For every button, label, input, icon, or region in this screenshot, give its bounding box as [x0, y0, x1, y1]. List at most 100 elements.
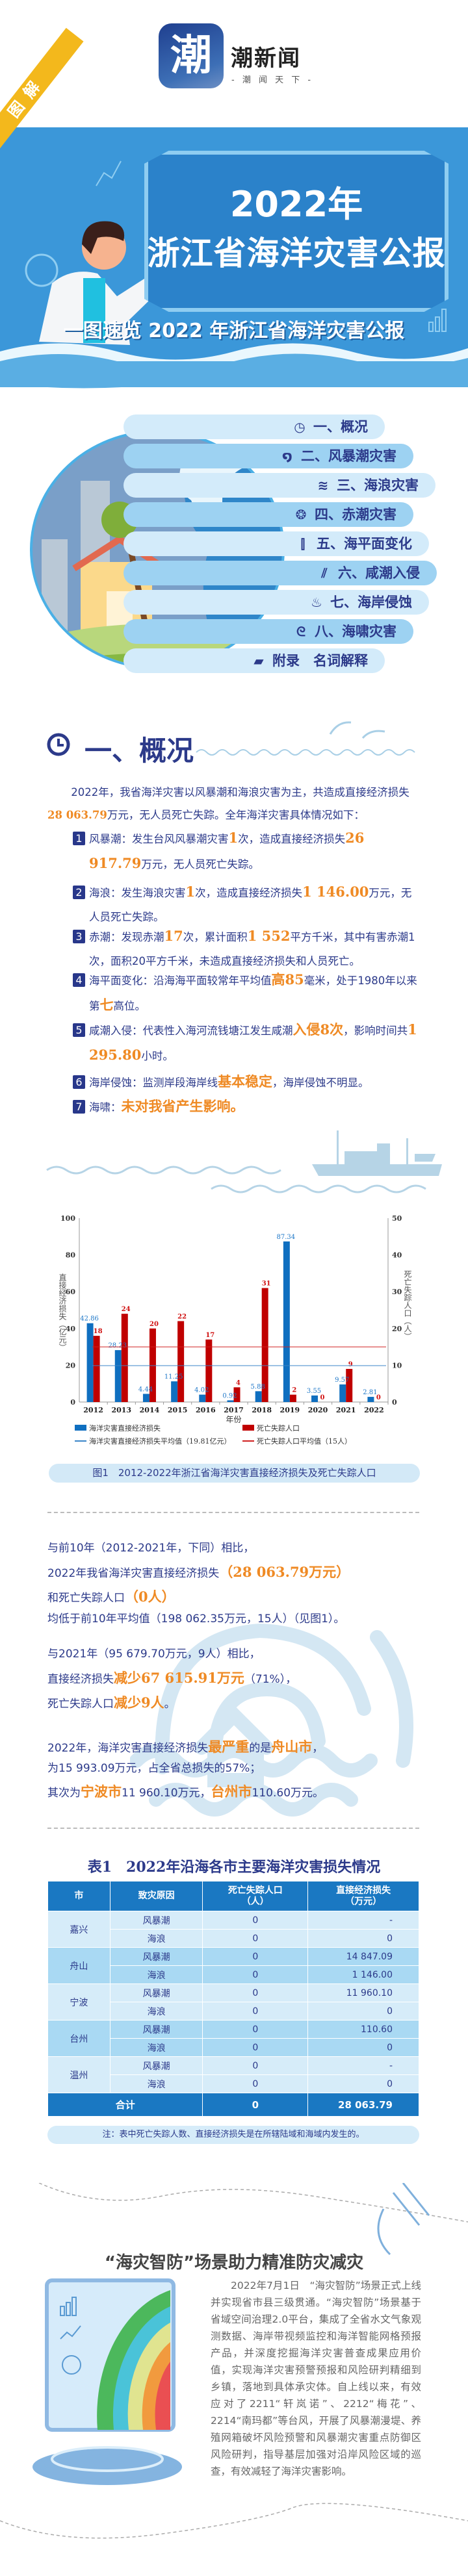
- cause-cell: 海浪: [109, 2002, 203, 2021]
- toc-item[interactable]: ▰ 附录 名词解释: [124, 648, 385, 673]
- overview-item: 5 咸潮入侵：代表性入海河流钱塘江发生咸潮入侵8次，影响时间共1 295.80小时…: [73, 1017, 421, 1068]
- comparison-line: 与2021年（95 679.70万元，9人）相比，: [47, 1644, 261, 1661]
- report-title-year: 2022年: [229, 184, 363, 225]
- loss-cell: 11 960.10: [307, 1983, 419, 2002]
- satellite-icon: [377, 2183, 430, 2256]
- toc-item[interactable]: ◷ 一、概况: [124, 414, 385, 439]
- text-segment: 海岸侵蚀：监测岸段海岸线: [89, 1077, 218, 1089]
- text-segment: 高位。: [113, 1000, 146, 1012]
- loss-cell: 0: [307, 2002, 419, 2021]
- highlight-text: 舟山市: [271, 1739, 313, 1755]
- highlight-text: 1: [185, 884, 196, 900]
- text-segment: 次，累计面积: [183, 931, 248, 943]
- toc-item-label: 四、赤潮灾害: [315, 507, 396, 522]
- legend-label: 死亡失踪人口平均值（15人）: [257, 1436, 352, 1446]
- text-segment: 万元，无人员死亡失踪。: [89, 887, 412, 923]
- comparison-line: 与前10年（2012-2021年，下同）相比，: [47, 1538, 254, 1555]
- overview-item: 2 海浪：发生海浪灾害1次，造成直接经济损失1 146.00万元，无人员死亡失踪。: [73, 880, 421, 929]
- loss-cell: -: [307, 1911, 419, 1930]
- y-axis-title: 直接经济损失（亿元）: [58, 1273, 67, 1351]
- toc-item-label: 二、风暴潮灾害: [301, 448, 396, 464]
- x-tick-label: 2015: [168, 1406, 188, 1414]
- toc-item[interactable]: ໑ 二、风暴潮灾害: [124, 444, 413, 468]
- deaths-bar: [93, 1336, 100, 1402]
- comparison-line: 和死亡失踪人口（0人）: [47, 1587, 176, 1606]
- overview-item: 6 海岸侵蚀：监测岸段海岸线基本稳定，海岸侵蚀不明显。: [73, 1069, 421, 1095]
- highlight-text: 17: [164, 928, 183, 944]
- deaths-data-label: 18: [94, 1328, 103, 1335]
- legend-swatch: [242, 1425, 254, 1431]
- loss-cell: 0: [307, 1929, 419, 1948]
- loss-cell: 0: [307, 2074, 419, 2093]
- y-tick-label: 0: [70, 1398, 75, 1407]
- city-cell: 台州: [47, 2020, 110, 2057]
- table-row: 宁波 风暴潮 0 11 960.10: [47, 1983, 419, 2021]
- deaths-data-label: 31: [262, 1281, 271, 1288]
- toc-item-label: 八、海啸灾害: [315, 624, 396, 639]
- text-segment: 。: [164, 1698, 176, 1711]
- comparison-line: 2022年我省海洋灾害直接经济损失（28 063.79万元）: [47, 1562, 350, 1581]
- text-segment: 万元，无人员死亡失踪。: [141, 858, 259, 871]
- text-segment: 与前10年（2012-2021年，下同）相比，: [47, 1542, 255, 1555]
- deaths-bar: [233, 1387, 240, 1402]
- deaths-data-label: 0: [320, 1394, 325, 1401]
- loss-cell: 1 146.00: [307, 1965, 419, 1984]
- item-number-badge: 7: [73, 1100, 85, 1114]
- y-tick-label: 80: [66, 1251, 76, 1260]
- highlight-text: 入侵8次: [292, 1021, 344, 1038]
- deaths-data-label: 9: [348, 1361, 353, 1368]
- toc-item[interactable]: ⫿ 五、海平面变化: [124, 531, 429, 556]
- highlight-text: 宁波市: [81, 1783, 122, 1800]
- city-cell: 宁波: [47, 1983, 110, 2021]
- clock-icon: [47, 733, 415, 756]
- text-segment: ，影响时间共: [343, 1025, 408, 1037]
- total-label: 合计: [47, 2093, 203, 2117]
- text-segment: 的是: [249, 1742, 272, 1755]
- overview-intro: 2022年，我省海洋灾害以风暴潮和海浪灾害为主，共造成直接经济损失 28 063.…: [47, 781, 421, 826]
- toc-item[interactable]: ≋ 三、海浪灾害: [124, 473, 436, 498]
- toc-item[interactable]: ⫽ 六、咸潮入侵: [124, 561, 437, 585]
- report-title: 浙江省海洋灾害公报: [147, 235, 446, 272]
- deaths-bar: [289, 1394, 296, 1402]
- saltwater-icon: ⫽: [321, 565, 328, 581]
- text-segment: 赤潮：发现赤潮: [89, 931, 164, 943]
- total-deaths: 0: [202, 2093, 309, 2117]
- dashboard-illustration: [32, 2278, 182, 2485]
- loss-bar: [311, 1395, 318, 1402]
- text-segment: 直接经济损失: [47, 1673, 114, 1686]
- feature-decoration: [0, 2183, 468, 2539]
- y-right-tick-label: 30: [392, 1288, 402, 1296]
- cause-cell: 海浪: [109, 1965, 203, 1984]
- deaths-data-label: 17: [205, 1332, 214, 1339]
- ruler-icon: ⫿: [300, 536, 306, 552]
- cause-cell: 风暴潮: [109, 2056, 203, 2075]
- disaster-watermark-icon: [130, 1623, 413, 1817]
- bar-chart-icon: [428, 309, 447, 332]
- toc-item[interactable]: ᘓ 八、海啸灾害: [124, 619, 413, 644]
- overview-item: 1 风暴潮：发生台风风暴潮灾害1次，造成直接经济损失26 917.79万元，无人员…: [73, 826, 421, 876]
- cause-cell: 海浪: [109, 2038, 203, 2057]
- toc-item[interactable]: ❂ 四、赤潮灾害: [124, 502, 413, 527]
- highlight-text: 26 917.79: [89, 830, 365, 871]
- highlight-text: 基本稳定: [218, 1073, 272, 1090]
- highlight-text: （28 063.79万元）: [219, 1564, 350, 1580]
- toc-item[interactable]: ♨ 七、海岸侵蚀: [124, 590, 429, 615]
- text-segment: 与2021年（95 679.70万元，9人）相比，: [47, 1648, 261, 1661]
- title-frame: [144, 151, 448, 312]
- table-row: 海浪 0 0: [48, 2038, 419, 2057]
- ship-decoration: [46, 1130, 442, 1193]
- city-loss-table: 市 致灾原因 死亡失踪人口 （人） 直接经济损失 （万元） 嘉兴 风暴潮 0- 海浪 0…: [47, 1881, 419, 2117]
- text-segment: （71%），: [244, 1673, 297, 1686]
- toc-item-label: 六、咸潮入侵: [338, 565, 420, 581]
- y-tick-label: 20: [66, 1361, 76, 1370]
- deaths-cell: 0: [202, 1911, 309, 1930]
- line-chart-icon: [96, 160, 122, 186]
- deaths-bar: [121, 1314, 128, 1402]
- cause-cell: 海浪: [109, 1929, 203, 1948]
- table-note: 注：表中死亡失踪人数、直接经济损失是在所辖陆域和海域内发生的。: [47, 2126, 419, 2144]
- deaths-data-label: 4: [236, 1379, 240, 1386]
- cause-cell: 风暴潮: [109, 1911, 203, 1930]
- text-segment: 2022年，我省海洋灾害以风暴潮和海浪灾害为主，共造成直接经济损失: [71, 786, 410, 798]
- cause-cell: 风暴潮: [109, 1947, 203, 1966]
